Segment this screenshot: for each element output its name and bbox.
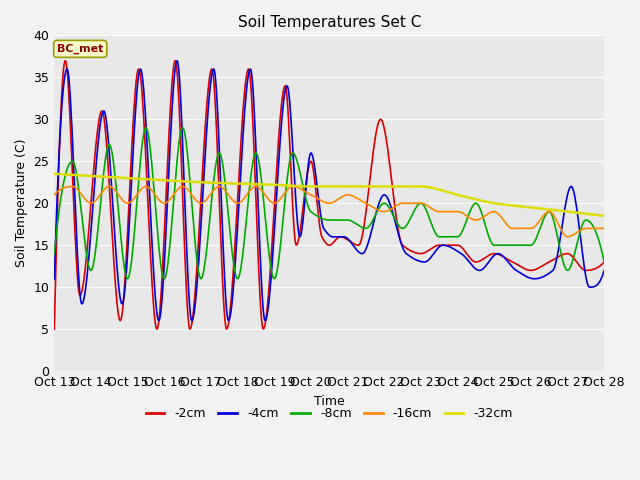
Line: -8cm: -8cm: [54, 128, 604, 279]
-32cm: [51, 171, 58, 177]
-4cm: [600, 267, 608, 273]
Line: -2cm: -2cm: [54, 60, 604, 329]
-2cm: [600, 259, 608, 265]
-8cm: [142, 125, 150, 131]
-8cm: [174, 147, 182, 153]
-16cm: [413, 200, 420, 206]
-16cm: [564, 234, 572, 240]
Line: -4cm: -4cm: [54, 61, 604, 321]
Text: BC_met: BC_met: [57, 44, 104, 54]
-16cm: [600, 226, 608, 231]
-32cm: [396, 183, 404, 189]
-32cm: [60, 171, 68, 177]
-8cm: [397, 225, 405, 231]
-8cm: [60, 177, 68, 182]
Title: Soil Temperatures Set C: Soil Temperatures Set C: [237, 15, 421, 30]
-32cm: [173, 178, 180, 184]
-2cm: [203, 106, 211, 112]
-2cm: [397, 239, 404, 244]
-2cm: [51, 326, 58, 332]
-8cm: [124, 276, 132, 282]
-16cm: [203, 197, 211, 203]
-8cm: [600, 259, 608, 265]
Line: -32cm: -32cm: [54, 174, 604, 216]
-8cm: [117, 234, 125, 240]
-2cm: [413, 250, 420, 256]
-4cm: [204, 119, 211, 125]
-16cm: [173, 187, 181, 192]
-4cm: [173, 58, 181, 64]
Legend: -2cm, -4cm, -8cm, -16cm, -32cm: -2cm, -4cm, -8cm, -16cm, -32cm: [141, 402, 518, 425]
-8cm: [51, 251, 58, 256]
-4cm: [117, 299, 125, 304]
-16cm: [51, 192, 58, 198]
X-axis label: Time: Time: [314, 395, 344, 408]
-4cm: [397, 241, 405, 247]
-4cm: [60, 77, 68, 83]
-2cm: [173, 73, 181, 79]
-32cm: [117, 175, 125, 180]
-16cm: [60, 185, 68, 191]
-32cm: [600, 213, 608, 219]
Y-axis label: Soil Temperature (C): Soil Temperature (C): [15, 139, 28, 267]
-4cm: [413, 258, 421, 264]
-2cm: [60, 61, 68, 67]
-8cm: [413, 203, 421, 208]
-8cm: [204, 241, 211, 247]
-2cm: [172, 58, 179, 63]
-16cm: [118, 196, 125, 202]
Line: -16cm: -16cm: [54, 186, 604, 237]
-16cm: [397, 201, 404, 206]
-32cm: [202, 180, 209, 185]
-4cm: [173, 58, 180, 64]
-2cm: [117, 317, 125, 323]
-4cm: [51, 276, 58, 282]
-16cm: [69, 183, 77, 189]
-32cm: [412, 183, 420, 189]
-4cm: [188, 318, 196, 324]
